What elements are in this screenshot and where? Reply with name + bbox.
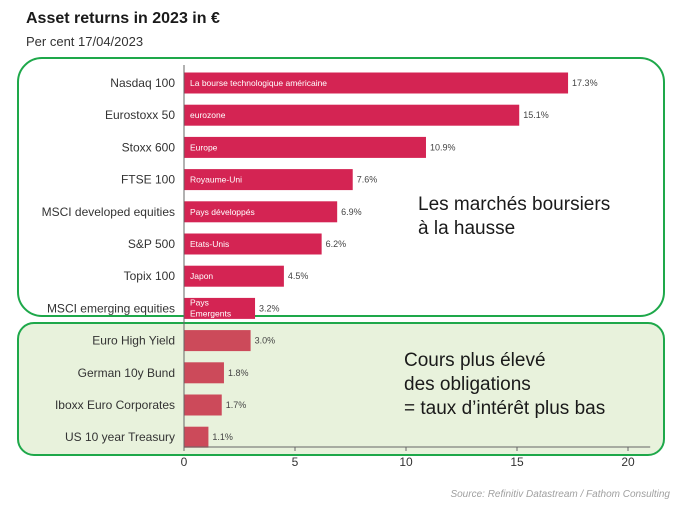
- x-tick-label: 10: [399, 455, 413, 469]
- category-label: MSCI developed equities: [42, 205, 175, 219]
- bar: [184, 330, 251, 352]
- bar-note-label: Pays développés: [190, 207, 255, 217]
- bar-note-label: Royaume-Uni: [190, 175, 242, 185]
- value-label: 17.3%: [572, 78, 598, 88]
- value-label: 1.7%: [226, 400, 247, 410]
- bar-note-label: Europe: [190, 142, 218, 152]
- bar: [184, 169, 353, 191]
- category-label: Nasdaq 100: [110, 76, 175, 90]
- category-label: Topix 100: [124, 269, 176, 283]
- x-tick-label: 20: [621, 455, 635, 469]
- category-label: German 10y Bund: [78, 366, 175, 380]
- bar-note-label: Etats-Unis: [190, 239, 229, 249]
- value-label: 4.5%: [288, 271, 309, 281]
- bond-panel-background: [18, 323, 664, 455]
- x-tick-label: 5: [292, 455, 299, 469]
- category-label: Iboxx Euro Corporates: [55, 398, 175, 412]
- bond-callout-text: Cours plus élevé des obligations = taux …: [404, 350, 606, 419]
- bar: [184, 233, 322, 255]
- bar: [184, 104, 520, 126]
- bar: [184, 426, 209, 448]
- bar-note-label: Pays Emergents: [190, 297, 231, 318]
- value-label: 7.6%: [357, 175, 378, 185]
- value-label: 1.8%: [228, 368, 249, 378]
- value-label: 3.0%: [255, 336, 276, 346]
- category-label: Euro High Yield: [92, 334, 175, 348]
- bar-note-label: La bourse technologique américaine: [190, 78, 327, 88]
- source-note: Source: Refinitiv Datastream / Fathom Co…: [450, 489, 670, 500]
- x-tick-label: 0: [181, 455, 188, 469]
- value-label: 6.9%: [341, 207, 362, 217]
- bar-note-label: Japon: [190, 271, 213, 281]
- bar: [184, 201, 338, 223]
- value-label: 10.9%: [430, 142, 456, 152]
- bar: [184, 297, 256, 319]
- category-label: FTSE 100: [121, 173, 175, 187]
- category-label: MSCI emerging equities: [47, 301, 175, 315]
- bar: [184, 362, 224, 384]
- x-tick-label: 15: [510, 455, 524, 469]
- bar: [184, 394, 222, 416]
- bar: [184, 265, 284, 287]
- value-label: 15.1%: [523, 110, 549, 120]
- chart-subtitle: Per cent 17/04/2023: [26, 34, 144, 49]
- value-label: 6.2%: [326, 239, 347, 249]
- category-label: Eurostoxx 50: [105, 108, 175, 122]
- category-label: S&P 500: [128, 237, 175, 251]
- value-label: 1.1%: [212, 432, 233, 442]
- bar-note-label: eurozone: [190, 110, 226, 120]
- equity-group-frame: [17, 57, 665, 317]
- value-label: 3.2%: [259, 303, 280, 313]
- bar: [184, 136, 426, 158]
- equity-callout-text: Les marchés boursiers à la hausse: [418, 194, 611, 239]
- bar: [184, 72, 569, 94]
- category-label: US 10 year Treasury: [65, 430, 175, 444]
- category-label: Stoxx 600: [122, 140, 176, 154]
- chart-title: Asset returns in 2023 in €: [26, 10, 220, 27]
- bond-group-frame: [17, 322, 665, 456]
